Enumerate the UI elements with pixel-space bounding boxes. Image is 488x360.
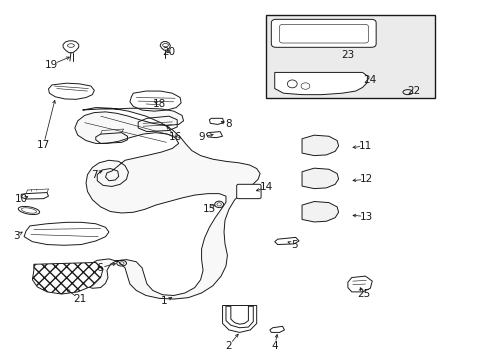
Text: 18: 18	[152, 99, 165, 109]
Text: 22: 22	[407, 86, 420, 96]
Text: 8: 8	[225, 120, 232, 129]
Polygon shape	[302, 168, 338, 189]
Text: 14: 14	[259, 182, 272, 192]
Polygon shape	[302, 135, 338, 156]
Bar	[266, 15, 434, 98]
Text: 17: 17	[37, 140, 50, 150]
Text: 2: 2	[225, 341, 232, 351]
Text: 11: 11	[358, 141, 371, 151]
Text: 10: 10	[15, 194, 28, 204]
Polygon shape	[302, 202, 338, 222]
Text: 23: 23	[341, 50, 354, 60]
Text: 9: 9	[198, 132, 204, 142]
Text: 15: 15	[203, 204, 216, 214]
FancyBboxPatch shape	[236, 184, 261, 199]
Text: 13: 13	[359, 212, 372, 221]
Text: 24: 24	[363, 75, 376, 85]
Text: 25: 25	[357, 289, 370, 299]
Polygon shape	[274, 72, 366, 95]
Text: 1: 1	[161, 296, 167, 306]
Text: 19: 19	[45, 59, 59, 69]
Text: 20: 20	[162, 46, 175, 57]
Text: 7: 7	[91, 170, 98, 180]
Text: 6: 6	[96, 263, 102, 273]
Text: 4: 4	[271, 341, 278, 351]
Text: 5: 5	[290, 239, 297, 249]
Text: 21: 21	[73, 294, 86, 304]
Text: 12: 12	[359, 174, 372, 184]
Polygon shape	[75, 108, 260, 299]
Text: 16: 16	[168, 132, 182, 142]
Polygon shape	[32, 262, 103, 294]
FancyBboxPatch shape	[271, 19, 375, 47]
Text: 3: 3	[13, 231, 20, 240]
